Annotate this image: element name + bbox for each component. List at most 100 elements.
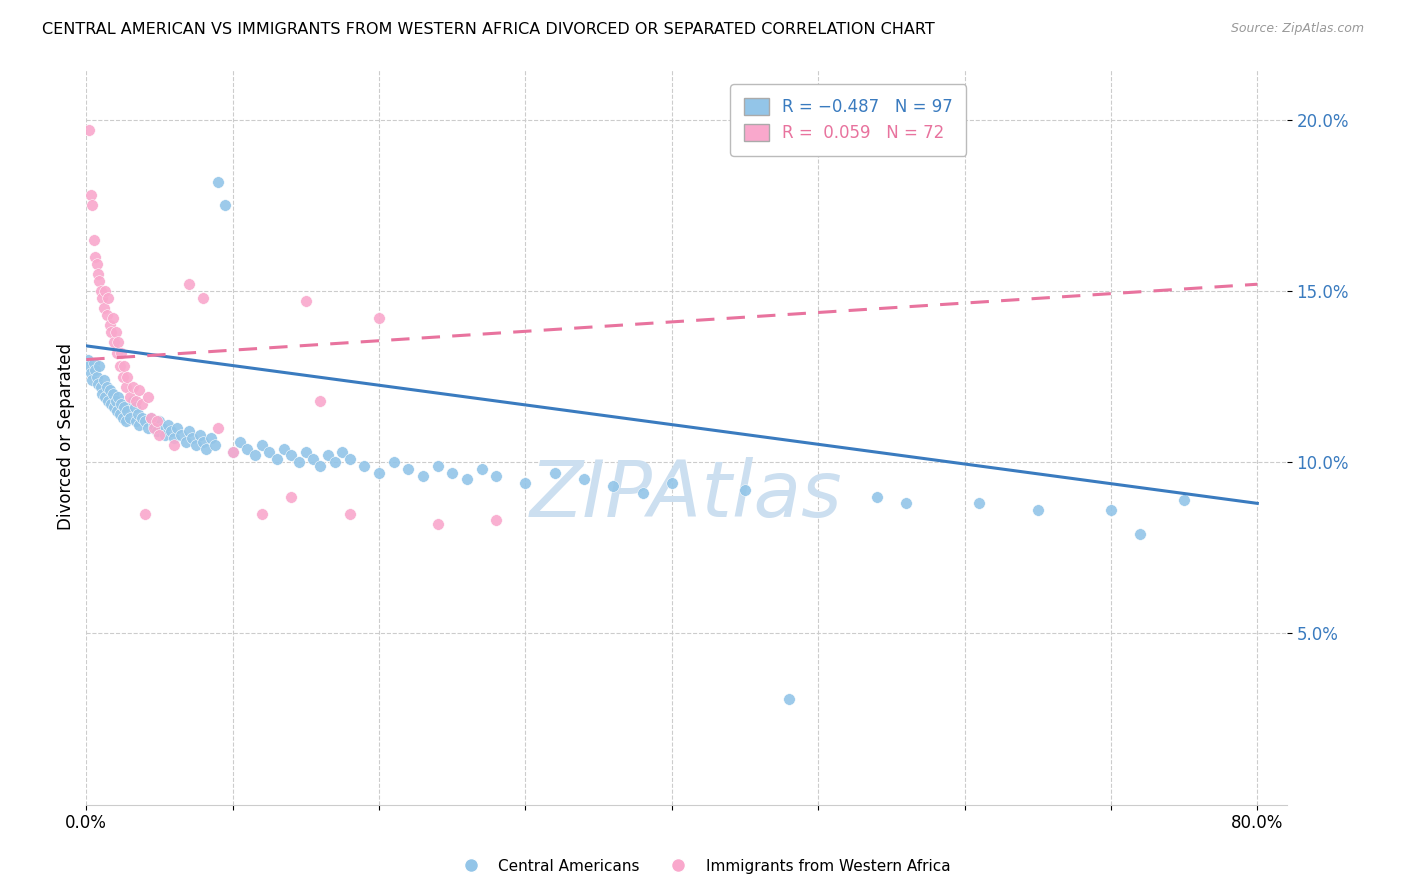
Point — [485, 514, 508, 528]
Point — [107, 390, 129, 404]
Point — [734, 483, 756, 497]
Point — [382, 455, 405, 469]
Point — [108, 408, 131, 422]
Point — [79, 366, 101, 380]
Point — [163, 431, 186, 445]
Point — [120, 410, 142, 425]
Point — [302, 451, 325, 466]
Point — [103, 335, 125, 350]
Point — [866, 490, 889, 504]
Point — [111, 369, 134, 384]
Point — [332, 445, 354, 459]
Point — [112, 359, 135, 374]
Point — [145, 414, 167, 428]
Point — [280, 449, 302, 463]
Point — [396, 462, 419, 476]
Point — [1099, 503, 1122, 517]
Point — [100, 397, 122, 411]
Point — [86, 257, 108, 271]
Point — [90, 380, 112, 394]
Point — [470, 462, 492, 476]
Point — [96, 308, 118, 322]
Point — [148, 414, 170, 428]
Point — [1026, 503, 1049, 517]
Point — [193, 291, 215, 305]
Point — [108, 359, 131, 374]
Point — [184, 438, 207, 452]
Point — [631, 486, 654, 500]
Point — [97, 393, 120, 408]
Point — [602, 479, 624, 493]
Point — [117, 369, 139, 384]
Point — [148, 428, 170, 442]
Point — [124, 401, 146, 415]
Point — [131, 397, 153, 411]
Point — [166, 421, 188, 435]
Point — [89, 359, 111, 374]
Point — [155, 428, 177, 442]
Point — [105, 404, 128, 418]
Point — [412, 469, 434, 483]
Legend: R = −0.487   N = 97, R =  0.059   N = 72: R = −0.487 N = 97, R = 0.059 N = 72 — [731, 84, 966, 155]
Point — [145, 425, 167, 439]
Point — [112, 401, 135, 415]
Point — [353, 458, 375, 473]
Point — [177, 277, 200, 292]
Point — [110, 345, 132, 359]
Point — [134, 507, 156, 521]
Point — [103, 401, 125, 415]
Point — [82, 373, 104, 387]
Point — [778, 691, 800, 706]
Point — [368, 466, 391, 480]
Point — [76, 352, 98, 367]
Point — [544, 466, 567, 480]
Point — [316, 449, 339, 463]
Point — [100, 325, 122, 339]
Point — [259, 445, 281, 459]
Point — [117, 404, 139, 418]
Point — [93, 301, 115, 316]
Point — [79, 188, 101, 202]
Point — [82, 198, 104, 212]
Y-axis label: Divorced or Separated: Divorced or Separated — [58, 343, 75, 530]
Point — [266, 451, 288, 466]
Point — [368, 311, 391, 326]
Point — [77, 123, 100, 137]
Text: Source: ZipAtlas.com: Source: ZipAtlas.com — [1230, 22, 1364, 36]
Point — [111, 410, 134, 425]
Point — [441, 466, 464, 480]
Point — [200, 431, 222, 445]
Point — [83, 356, 105, 370]
Point — [127, 408, 149, 422]
Point — [1173, 492, 1195, 507]
Point — [87, 376, 110, 391]
Point — [967, 496, 990, 510]
Point — [122, 393, 145, 408]
Point — [77, 359, 100, 374]
Point — [120, 390, 142, 404]
Point — [157, 417, 180, 432]
Point — [97, 291, 120, 305]
Point — [190, 428, 212, 442]
Point — [139, 410, 162, 425]
Point — [90, 284, 112, 298]
Point — [309, 393, 332, 408]
Point — [91, 386, 114, 401]
Point — [86, 369, 108, 384]
Point — [180, 431, 202, 445]
Point — [295, 294, 318, 309]
Point — [114, 380, 136, 394]
Point — [229, 434, 252, 449]
Point — [193, 434, 215, 449]
Point — [221, 445, 243, 459]
Point — [207, 421, 229, 435]
Point — [104, 393, 127, 408]
Point — [456, 472, 478, 486]
Point — [485, 469, 508, 483]
Point — [134, 414, 156, 428]
Point — [105, 345, 128, 359]
Point — [89, 274, 111, 288]
Point — [250, 507, 273, 521]
Point — [142, 421, 165, 435]
Text: CENTRAL AMERICAN VS IMMIGRANTS FROM WESTERN AFRICA DIVORCED OR SEPARATED CORRELA: CENTRAL AMERICAN VS IMMIGRANTS FROM WEST… — [42, 22, 935, 37]
